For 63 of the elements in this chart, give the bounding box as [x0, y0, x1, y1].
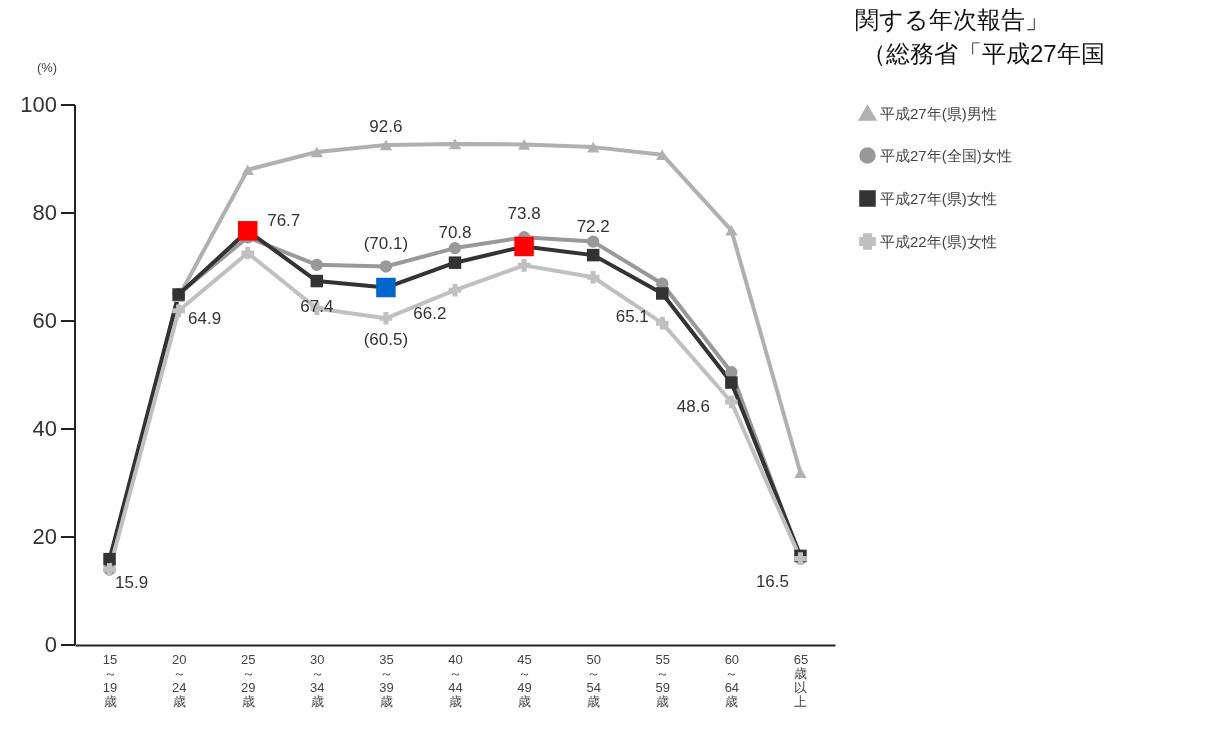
point [103, 552, 116, 566]
point [241, 246, 255, 260]
point [656, 287, 669, 300]
y-tick-label: 0 [44, 632, 57, 657]
x-tick-label: 40～44歳 [448, 651, 463, 709]
point [310, 258, 324, 272]
data-label: 76.7 [267, 210, 301, 230]
point [655, 316, 669, 330]
x-tick-label: 25～29歳 [240, 651, 256, 709]
point [586, 235, 600, 248]
point [725, 376, 738, 389]
point [586, 248, 600, 262]
data-label: 65.1 [615, 307, 649, 327]
legend-label: 平成22年(県)女性 [880, 232, 997, 250]
y-tick-label: 60 [32, 308, 57, 333]
point [310, 146, 323, 158]
legend-label: 平成27年(県)男性 [880, 104, 997, 122]
point [448, 283, 462, 297]
y-tick-label: 20 [32, 524, 57, 549]
data-label: 64.9 [188, 308, 222, 328]
data-label: 66.2 [413, 303, 447, 323]
point [517, 259, 531, 272]
legend-label: 平成27年(県)女性 [880, 189, 997, 207]
data-label: 73.8 [507, 204, 541, 224]
point [587, 141, 600, 153]
data-label: 72.2 [576, 217, 610, 237]
data-label: 15.9 [115, 573, 149, 593]
point [725, 395, 738, 409]
data-label: 67.4 [300, 297, 334, 317]
point [310, 274, 324, 288]
y-tick-label: 100 [20, 92, 57, 117]
data-label: 16.5 [755, 571, 789, 591]
point [241, 164, 254, 176]
point [725, 224, 738, 236]
x-tick-label: 45～49歳 [517, 651, 532, 709]
x-tick-label: 35～39歳 [379, 651, 394, 709]
point [448, 138, 462, 150]
x-tick-label: 65歳以上 [793, 651, 809, 709]
y-tick-label: 40 [32, 416, 57, 441]
data-label: 92.6 [369, 116, 403, 136]
point [517, 139, 531, 150]
text: （総務省「平成27年国 [862, 39, 1105, 69]
x-tick-label: 50～54歳 [586, 651, 601, 709]
x-tick-label: 60～64歳 [724, 651, 740, 709]
x-tick-label: 20～24歳 [171, 651, 187, 709]
y-axis-title: (%) [36, 60, 58, 75]
y-tick-label: 80 [32, 200, 57, 225]
point [379, 260, 393, 273]
x-tick-label: 15～19歳 [102, 651, 118, 709]
text: 関する年次報告」 [855, 5, 1049, 35]
data-label: (60.5) [363, 330, 409, 350]
data-label: 48.6 [676, 396, 710, 416]
data-label: (70.1) [363, 234, 409, 254]
point [448, 241, 462, 255]
x-tick-label: 55～59歳 [655, 651, 671, 709]
data-label: 70.8 [438, 222, 472, 242]
legend-label: 平成27年(全国)女性 [880, 146, 1012, 164]
point [586, 270, 600, 284]
point [379, 311, 393, 325]
point [379, 139, 393, 151]
x-tick-label: 30～34歳 [310, 651, 325, 709]
point [172, 304, 185, 318]
point [448, 256, 462, 269]
